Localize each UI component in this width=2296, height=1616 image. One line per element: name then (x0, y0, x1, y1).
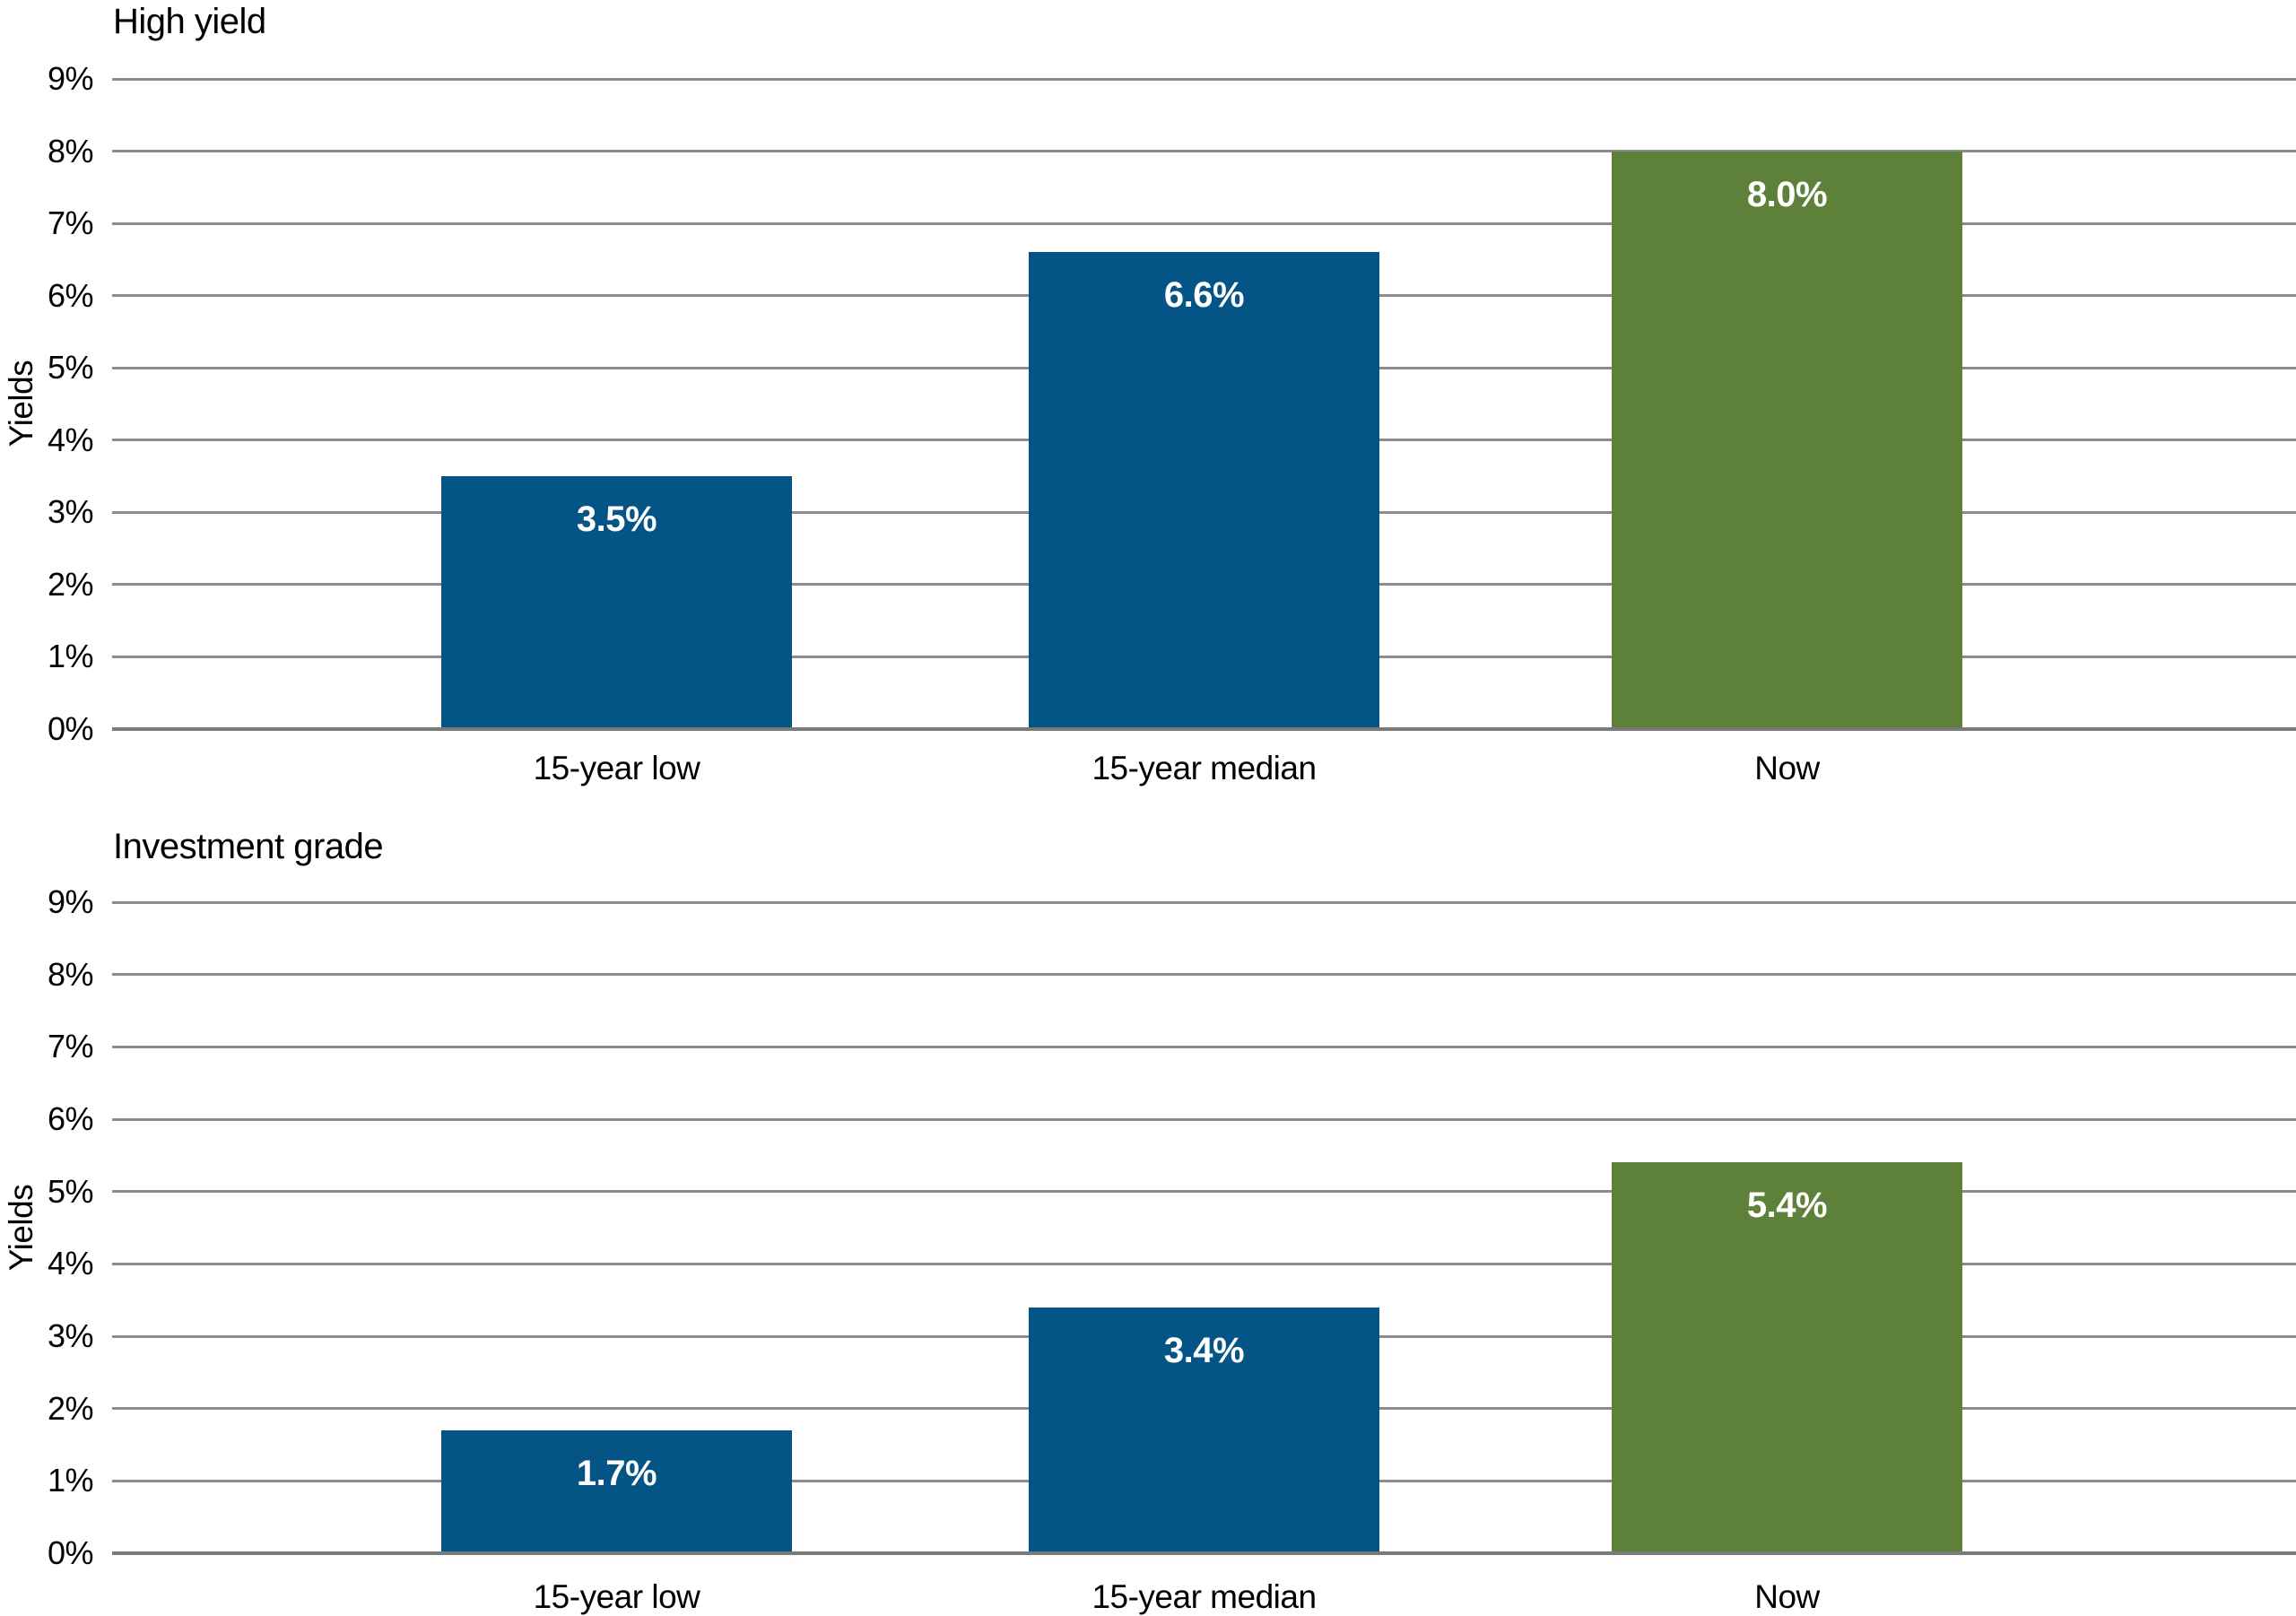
bar-now: 8.0% (1612, 151, 1962, 729)
gridline (112, 77, 2296, 81)
y-tick-label: 1% (47, 1462, 94, 1499)
gridline (112, 900, 2296, 904)
bar-15-year-low: 1.7% (441, 1429, 792, 1553)
bar-value-label: 8.0% (1746, 174, 1828, 214)
y-tick-label: 1% (47, 638, 94, 675)
x-tick-label: 15-year median (1091, 750, 1317, 786)
bar-now: 5.4% (1612, 1162, 1962, 1553)
x-tick-label: Now (1754, 1578, 1820, 1615)
x-tick-label: Now (1754, 750, 1820, 786)
y-tick-label: 5% (47, 1172, 94, 1210)
bar-value-label: 1.7% (576, 1453, 657, 1493)
x-axis-line (112, 1551, 2296, 1555)
bar-value-label: 6.6% (1163, 275, 1245, 316)
y-tick-label: 8% (47, 132, 94, 169)
y-tick-label: 0% (47, 710, 94, 747)
bar-value-label: 3.5% (576, 500, 657, 540)
bar-15-year-low: 3.5% (441, 476, 792, 729)
bar-value-label: 3.4% (1163, 1330, 1245, 1370)
y-tick-label: 9% (47, 883, 94, 920)
y-tick-label: 8% (47, 955, 94, 993)
y-tick-label: 7% (47, 204, 94, 242)
gridline (112, 222, 2296, 225)
gridline (112, 1117, 2296, 1121)
bar-15-year-median: 3.4% (1029, 1307, 1379, 1553)
y-tick-label: 0% (47, 1534, 94, 1571)
x-axis-line (112, 727, 2296, 731)
gridline (112, 1262, 2296, 1265)
x-tick-label: 15-year median (1091, 1578, 1317, 1615)
y-tick-label: 4% (47, 421, 94, 458)
chart-title: Investment grade (113, 827, 384, 866)
y-tick-label: 6% (47, 276, 94, 314)
y-tick-label: 2% (47, 1389, 94, 1427)
y-tick-label: 3% (47, 493, 94, 531)
y-tick-label: 9% (47, 60, 94, 97)
y-tick-label: 3% (47, 1317, 94, 1354)
gridline (112, 1045, 2296, 1048)
y-tick-label: 5% (47, 349, 94, 387)
y-tick-label: 7% (47, 1028, 94, 1065)
y-tick-label: 6% (47, 1100, 94, 1137)
y-tick-label: 2% (47, 565, 94, 603)
gridline (112, 150, 2296, 153)
bar-15-year-median: 6.6% (1029, 252, 1379, 729)
chart-title: High yield (113, 2, 266, 41)
x-tick-label: 15-year low (533, 750, 700, 786)
gridline (112, 1190, 2296, 1194)
gridline (112, 973, 2296, 977)
bar-value-label: 5.4% (1746, 1186, 1828, 1226)
y-tick-label: 4% (47, 1245, 94, 1282)
x-tick-label: 15-year low (533, 1578, 700, 1615)
